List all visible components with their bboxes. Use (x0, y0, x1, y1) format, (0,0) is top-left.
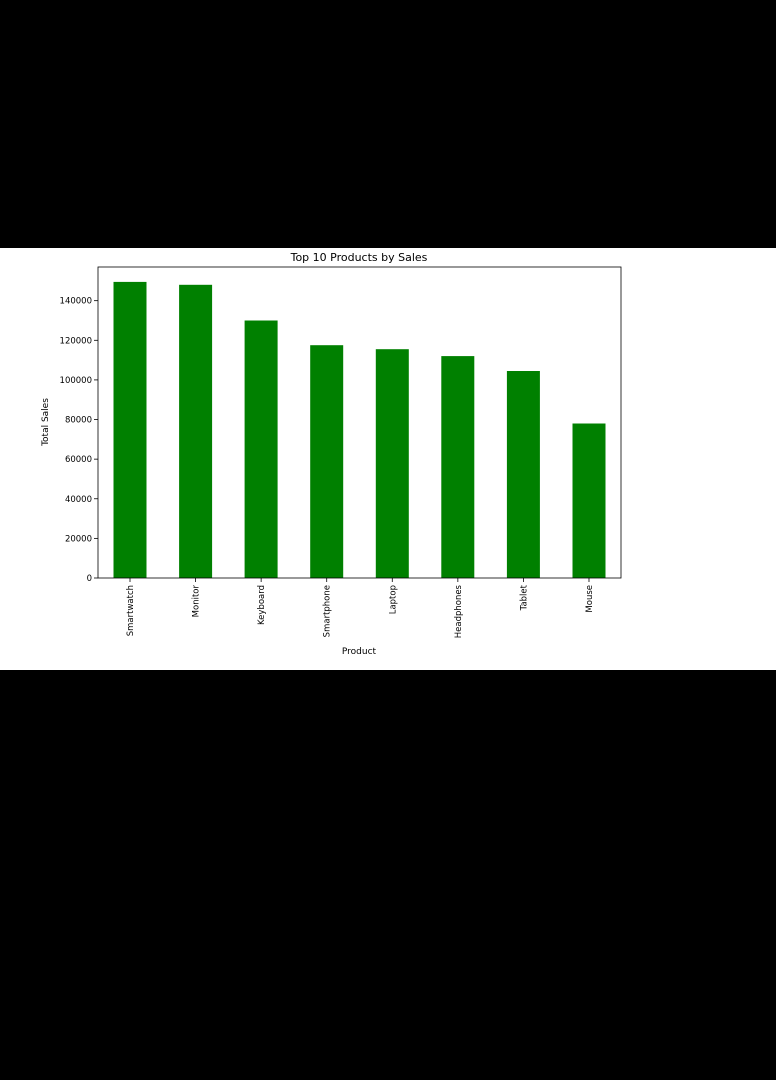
bar-chart: Top 10 Products by Sales 0 20000 40000 6000… (41, 251, 622, 657)
x-tick-label: Mouse (585, 585, 595, 613)
y-tick-label: 140000 (60, 297, 92, 307)
bar-mouse (572, 423, 606, 578)
x-tick-label: Smartphone (323, 585, 333, 637)
bar-monitor (179, 284, 213, 578)
bar-smartwatch (113, 281, 147, 578)
x-tick-label: Laptop (388, 585, 398, 614)
y-tick-label: 100000 (60, 376, 92, 386)
x-tick-label: Monitor (192, 584, 202, 617)
x-tick-label: Tablet (519, 584, 529, 611)
y-tick-label: 40000 (65, 495, 92, 505)
chart-title: Top 10 Products by Sales (290, 251, 428, 264)
bars-group (113, 281, 606, 578)
bar-laptop (375, 349, 409, 578)
y-axis: 0 20000 40000 60000 80000 100000 120000 140000 (60, 297, 98, 584)
y-tick-label: 80000 (65, 416, 92, 426)
x-axis-label: Product (342, 647, 377, 657)
bar-tablet (506, 371, 540, 578)
y-tick-label: 60000 (65, 455, 92, 465)
bar-keyboard (244, 320, 278, 578)
x-axis: Smartwatch Monitor Keyboard Smartphone Lapto… (126, 578, 595, 638)
y-axis-label: Total Sales (41, 398, 51, 447)
chart-figure: Top 10 Products by Sales 0 20000 40000 6000… (0, 248, 776, 670)
plot-frame (97, 266, 622, 579)
y-tick-label: 120000 (60, 336, 92, 346)
y-tick-label: 20000 (65, 534, 92, 544)
x-tick-label: Headphones (454, 584, 464, 638)
y-tick-label: 0 (87, 574, 92, 584)
bar-smartphone (310, 345, 344, 578)
bar-headphones (441, 356, 475, 578)
x-tick-label: Keyboard (257, 585, 267, 625)
x-tick-label: Smartwatch (126, 585, 136, 636)
